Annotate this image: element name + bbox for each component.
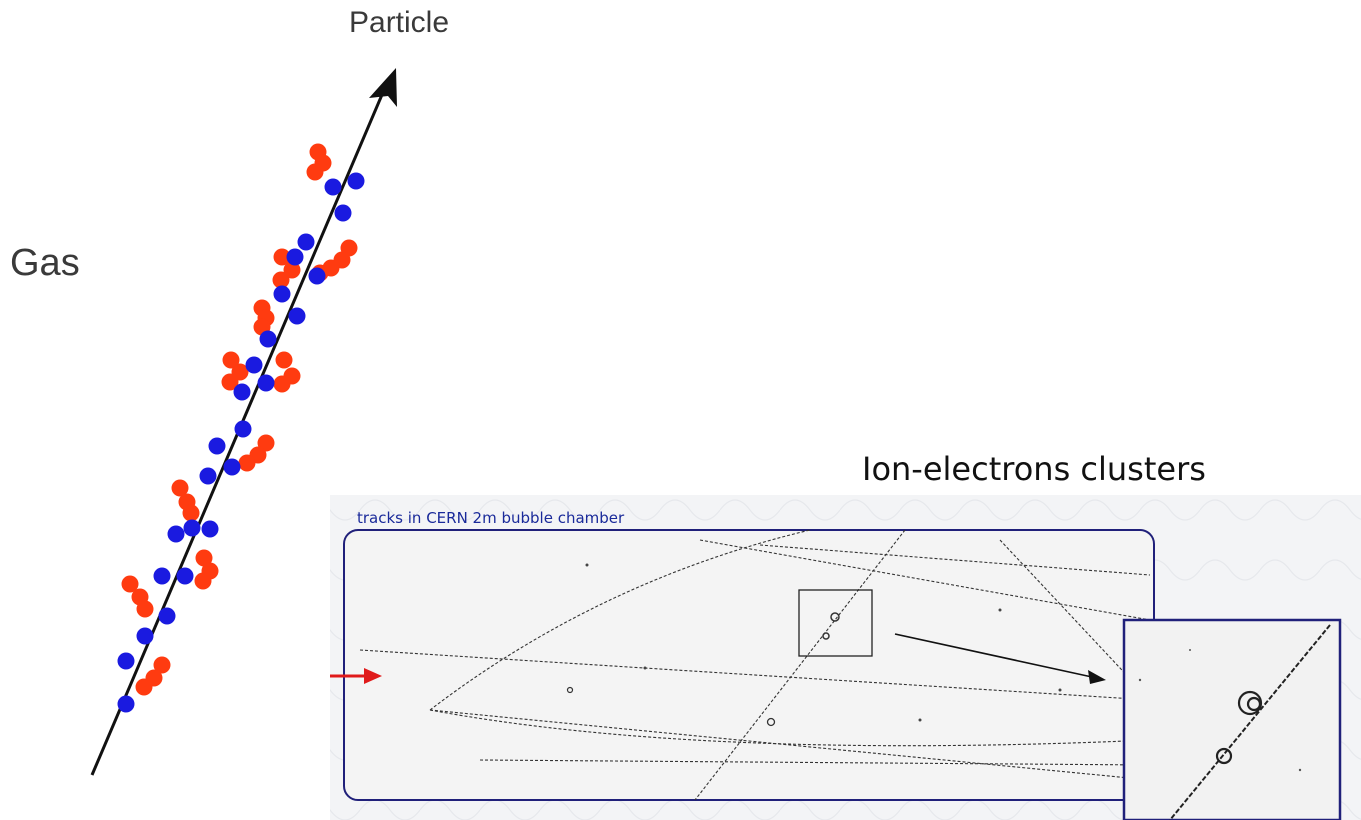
zoom-arrow — [894, 633, 1093, 678]
ion-dot — [221, 373, 239, 391]
zoom-region-box — [798, 589, 873, 657]
electron-dot — [136, 627, 154, 645]
ion-dot — [306, 163, 324, 181]
electron-dot — [233, 383, 251, 401]
electron-dot — [158, 607, 176, 625]
electron-dot — [183, 519, 201, 537]
ion-dot — [283, 261, 301, 279]
beam-arrow-head — [364, 668, 382, 684]
electron-dot — [167, 525, 185, 543]
ion-dot — [195, 549, 213, 567]
electron-dot — [176, 567, 194, 585]
ion-electron-clusters — [117, 143, 365, 713]
electron-dot — [286, 248, 304, 266]
electron-dot — [117, 695, 135, 713]
gas-label: Gas — [10, 242, 80, 284]
photo-caption: tracks in CERN 2m bubble chamber — [357, 509, 625, 527]
electron-dot — [347, 172, 365, 190]
electron-dot — [288, 307, 306, 325]
zoom-inset-photo — [1122, 618, 1342, 820]
electron-dot — [201, 520, 219, 538]
ion-dot — [135, 678, 153, 696]
ion-dot — [182, 504, 200, 522]
ion-dot — [257, 434, 275, 452]
ion-dot — [273, 248, 291, 266]
electron-dot — [245, 356, 263, 374]
inset-bubbles — [1215, 690, 1263, 765]
particle-label: Particle — [349, 6, 450, 39]
ion-dot — [194, 572, 212, 590]
electron-dot — [308, 267, 326, 285]
ion-dot — [272, 271, 290, 289]
inset-track — [1169, 624, 1331, 820]
electron-dot — [117, 652, 135, 670]
bubble-chamber-specks — [566, 563, 1062, 727]
ion-dot — [222, 351, 240, 369]
electron-dot — [257, 374, 275, 392]
ion-dot — [153, 656, 171, 674]
bubble-chamber-tracks — [359, 529, 1151, 801]
electron-dot — [223, 458, 241, 476]
ion-dot — [136, 600, 154, 618]
electron-dot — [199, 467, 217, 485]
electron-dot — [208, 437, 226, 455]
electron-dot — [259, 330, 277, 348]
electron-dot — [297, 233, 315, 251]
zoom-arrow-head — [1088, 670, 1106, 684]
clusters-label: Ion-electrons clusters — [862, 450, 1206, 488]
electron-dot — [324, 178, 342, 196]
inset-specks — [1138, 649, 1302, 772]
electron-dot — [234, 420, 252, 438]
electron-dot — [273, 285, 291, 303]
ion-dot — [121, 575, 139, 593]
electron-dot — [153, 567, 171, 585]
bubble-chamber-photo — [343, 529, 1155, 801]
particle-arrow-head — [369, 68, 397, 107]
ion-dot — [238, 454, 256, 472]
electron-dot — [334, 204, 352, 222]
ion-dot — [275, 351, 293, 369]
ion-dot — [273, 375, 291, 393]
ion-dot — [171, 479, 189, 497]
